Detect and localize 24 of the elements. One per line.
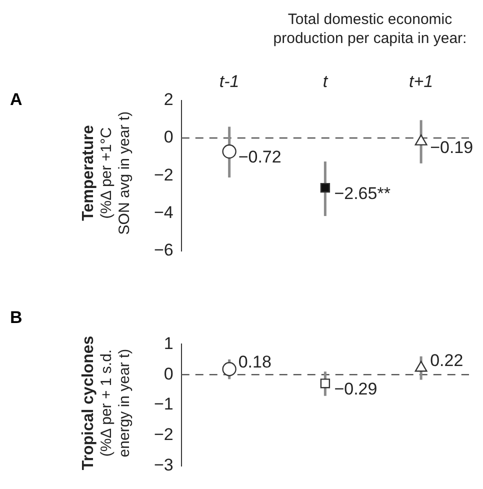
y-tick-label: 0 [164,128,174,147]
data-label: −2.65** [334,184,391,204]
data-label: 0.18 [238,352,272,372]
y-axis-title: Tropical cyclones (%Δ per + 1 s.d. energy in year t) [80,334,134,472]
y-tick-label: 2 [164,90,174,110]
data-label: −0.19 [430,138,474,157]
y-tick-label: 1 [164,334,174,353]
x-tick-label: t-1 [219,72,240,91]
data-label: 0.22 [430,351,464,370]
text: B [10,308,22,328]
y-tick-label: −2 [154,425,174,444]
text: A [10,90,22,110]
x-tick-label: t [322,72,329,91]
y-tick-label: −1 [154,394,174,414]
chart-title: Total domestic economic production per capita in year: [272,10,468,48]
data-label: −0.29 [334,380,378,399]
y-tick-label: −6 [154,240,174,260]
data-label: −0.72 [238,148,282,167]
y-tick-label: −4 [154,202,174,222]
x-tick-label: t+1 [409,72,434,91]
y-tick-label: −2 [154,165,174,184]
y-tick-label: −3 [154,455,174,474]
y-axis-title: Temperature (%Δ per +1°C SON avg in year t) [80,110,134,236]
y-tick-label: 0 [164,364,174,384]
